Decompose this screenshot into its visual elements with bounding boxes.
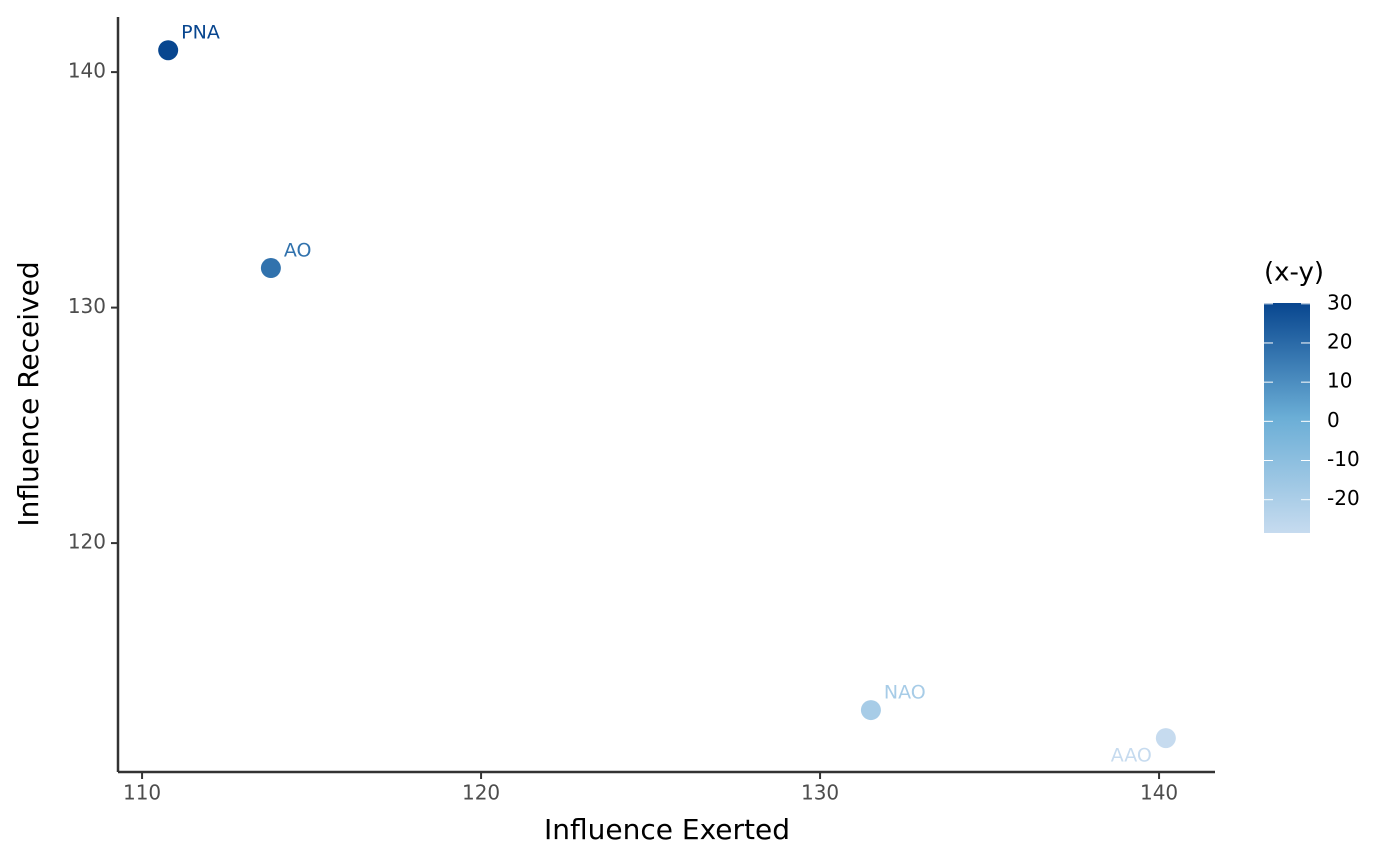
colorbar-tick-label: -10 — [1327, 447, 1360, 471]
y-tick-label: 130 — [68, 294, 106, 318]
point-label: NAO — [884, 682, 926, 704]
y-tick-label: 140 — [68, 59, 106, 83]
point-label: PNA — [181, 22, 220, 44]
y-axis-title: Influence Received — [12, 261, 45, 526]
colorbar-tick-label: -20 — [1327, 486, 1360, 510]
point — [860, 700, 881, 721]
x-tick-label: 140 — [1140, 781, 1178, 805]
point — [158, 40, 179, 61]
colorbar — [1264, 303, 1310, 533]
legend-title: (x-y) — [1264, 258, 1324, 288]
point-label: AAO — [1111, 745, 1152, 767]
x-tick-label: 120 — [462, 781, 500, 805]
point — [260, 258, 281, 279]
x-tick-label: 110 — [123, 781, 161, 805]
y-tick-label: 120 — [68, 530, 106, 554]
point-label: AO — [284, 240, 312, 262]
colorbar-tick-label: 30 — [1327, 290, 1352, 314]
colorbar-tick-label: 20 — [1327, 329, 1352, 353]
x-axis-title: Influence Exerted — [544, 813, 790, 846]
colorbar-tick-label: 0 — [1327, 408, 1340, 432]
x-tick-label: 130 — [801, 781, 839, 805]
point — [1155, 728, 1176, 749]
colorbar-tick-label: 10 — [1327, 369, 1352, 393]
